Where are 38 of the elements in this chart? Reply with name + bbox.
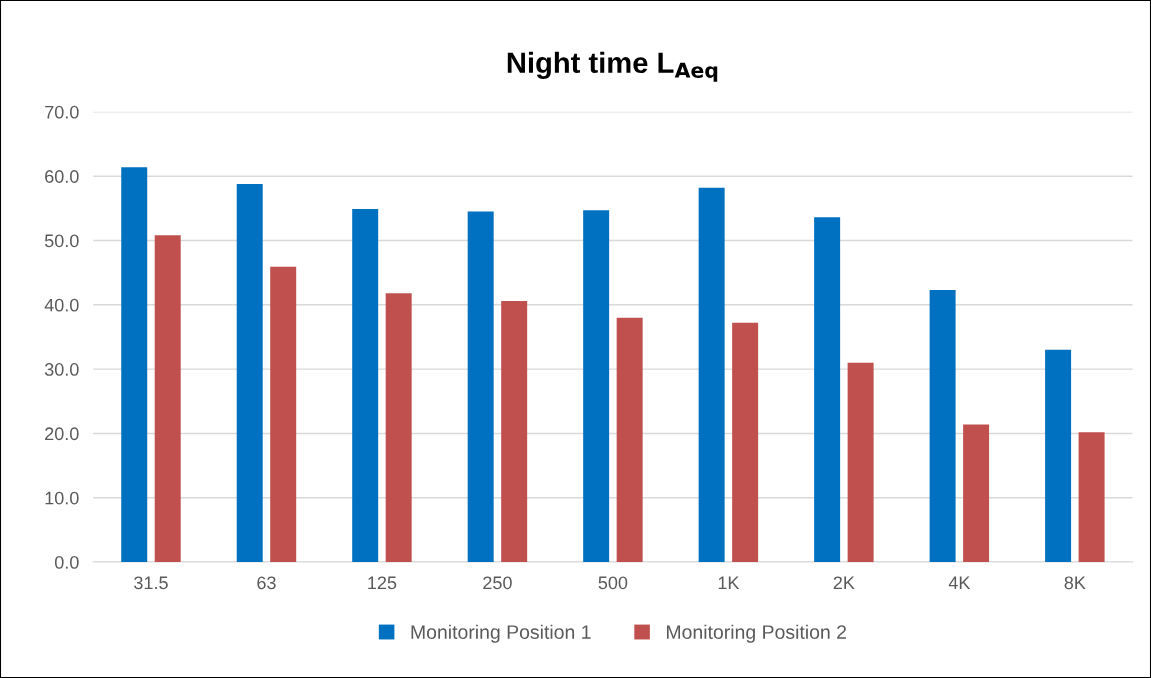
y-tick-label: 50.0 bbox=[44, 234, 79, 248]
bar bbox=[732, 322, 759, 563]
bar bbox=[698, 187, 725, 563]
y-tick-label: 0.0 bbox=[54, 556, 79, 569]
x-tick-label: 1K bbox=[718, 576, 740, 590]
bar bbox=[929, 290, 956, 563]
x-tick-label: 250 bbox=[483, 576, 512, 590]
y-tick-label: 20.0 bbox=[45, 427, 79, 441]
legend-label: Monitoring Position 2 bbox=[667, 624, 847, 643]
bar bbox=[963, 424, 990, 563]
bar bbox=[236, 183, 263, 563]
bar bbox=[121, 167, 148, 563]
x-tick-label: 4K bbox=[948, 576, 971, 590]
bar bbox=[583, 210, 610, 563]
bar bbox=[847, 362, 874, 563]
chart-title: Night time L$_{Aeq}$ bbox=[507, 51, 718, 82]
y-tick-label: 60.0 bbox=[45, 170, 79, 183]
x-tick-label: 8K bbox=[1064, 576, 1086, 590]
x-tick-label: 63 bbox=[257, 576, 276, 590]
x-tick-label: 2K bbox=[833, 576, 855, 590]
bar bbox=[1078, 432, 1105, 563]
bar bbox=[154, 235, 181, 563]
bar bbox=[467, 211, 494, 563]
bar bbox=[270, 266, 297, 563]
y-tick-label: 30.0 bbox=[44, 363, 79, 376]
x-tick-label: 125 bbox=[368, 576, 397, 590]
bar bbox=[616, 317, 643, 563]
y-tick-label: 10.0 bbox=[45, 491, 79, 505]
bar bbox=[814, 217, 841, 563]
bar bbox=[501, 300, 528, 563]
bar bbox=[385, 293, 412, 563]
y-tick-label: 40.0 bbox=[44, 298, 79, 312]
x-tick-label: 500 bbox=[598, 576, 628, 590]
y-tick-label: 70.0 bbox=[45, 105, 79, 119]
x-tick-label: 31.5 bbox=[134, 576, 168, 590]
bar bbox=[1045, 349, 1072, 563]
bar bbox=[352, 208, 379, 563]
legend-label: Monitoring Position 1 bbox=[411, 624, 591, 643]
